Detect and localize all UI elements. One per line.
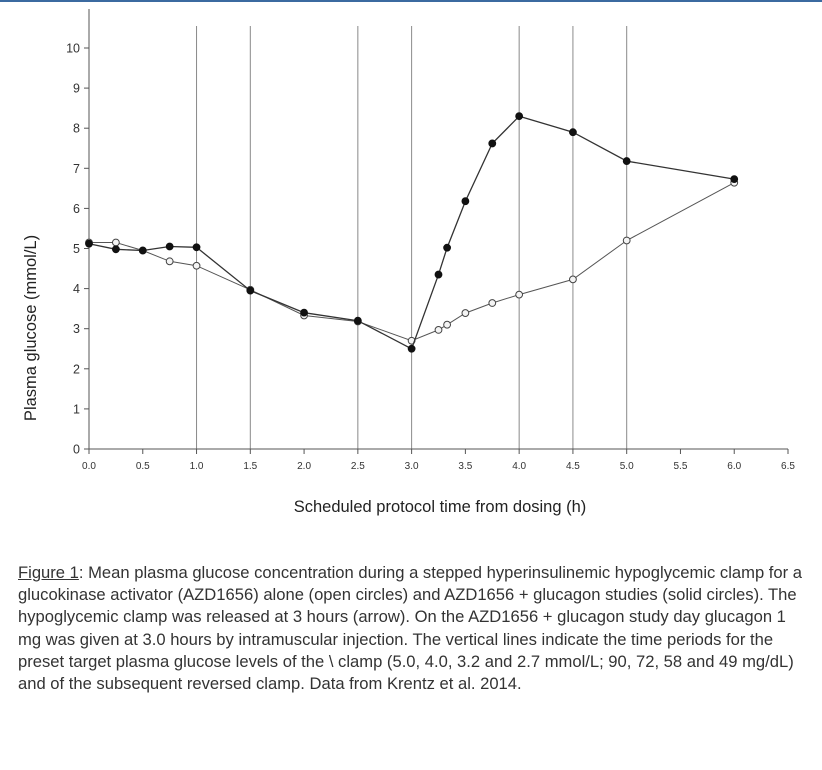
x-tick-label: 6.5 [781, 461, 795, 472]
x-tick-label: 3.5 [458, 461, 472, 472]
solid-circle-point [111, 245, 120, 254]
open-circle-point [443, 320, 452, 329]
solid-circle-point [192, 243, 201, 252]
figure-caption: Figure 1: Mean plasma glucose concentrat… [18, 562, 808, 695]
y-tick-label: 6 [73, 202, 80, 216]
glucose-line-chart: 0 1 2 3 4 5 6 7 8 9 10 0.0 0.5 1.0 1.5 2.0 2.5 3.0 3.5 4.0 4… [22, 9, 795, 516]
solid-circle-point [730, 175, 739, 184]
solid-circle-point [138, 246, 147, 255]
solid-circle-point [488, 139, 497, 148]
solid-circle-point [407, 344, 416, 353]
x-tick-label: 2.5 [351, 461, 365, 472]
solid-circle-point [246, 286, 255, 295]
x-tick-label: 0.5 [136, 461, 150, 472]
y-tick-label: 8 [73, 122, 80, 136]
x-tick-label: 5.5 [674, 461, 688, 472]
y-tick-label: 7 [73, 162, 80, 176]
x-tick-label: 3.0 [405, 461, 419, 472]
y-tick-label: 2 [73, 362, 80, 376]
open-circle-point [165, 257, 174, 266]
y-tick-label: 5 [73, 242, 80, 256]
open-circle-point [488, 299, 497, 307]
solid-circle-point [461, 197, 470, 206]
y-tick-label: 4 [73, 282, 80, 296]
y-tick-label: 9 [73, 82, 80, 96]
y-tick-label: 1 [73, 402, 80, 416]
x-tick-label: 5.0 [620, 461, 634, 472]
y-tick-label: 10 [66, 42, 80, 56]
solid-circle-point [85, 239, 93, 248]
y-axis-label: Plasma glucose (mmol/L) [22, 235, 40, 421]
x-tick-label: 0.0 [82, 461, 96, 472]
solid-circle-point [569, 128, 577, 137]
y-tick-label: 3 [73, 322, 80, 336]
x-tick-label: 4.5 [566, 461, 580, 472]
y-tick-label: 0 [73, 443, 80, 457]
solid-circle-point [353, 316, 362, 325]
series-group [85, 112, 739, 353]
x-tick-label: 4.0 [512, 461, 526, 472]
solid-circle-point [165, 242, 174, 251]
open-circle-point [461, 309, 470, 317]
x-tick-label: 1.5 [243, 461, 257, 472]
solid-circle-point [622, 157, 631, 165]
x-axis-label: Scheduled protocol time from dosing (h) [294, 498, 587, 516]
open-circle-point [111, 238, 120, 247]
open-circle-point [192, 261, 201, 270]
caption-text: : Mean plasma glucose concentration duri… [18, 563, 803, 694]
x-tick-label: 6.0 [727, 461, 741, 472]
solid-circle-point [434, 270, 443, 279]
top-rule [0, 0, 822, 2]
caption-label: Figure 1 [18, 563, 79, 582]
solid-circle-point [443, 243, 452, 252]
open-circle-point [434, 326, 443, 334]
x-tick-label: 2.0 [297, 461, 311, 472]
solid-circle-point [300, 308, 308, 317]
open-circle-point [515, 290, 524, 299]
open-circle-point [569, 275, 577, 284]
vertical-lines [196, 26, 628, 449]
x-tick-label: 1.0 [190, 461, 204, 472]
solid-circle-point [515, 112, 524, 121]
axes: 0 1 2 3 4 5 6 7 8 9 10 0.0 0.5 1.0 1.5 2.0 2.5 3.0 3.5 4.0 4… [66, 9, 795, 472]
open-circle-point [622, 236, 631, 245]
